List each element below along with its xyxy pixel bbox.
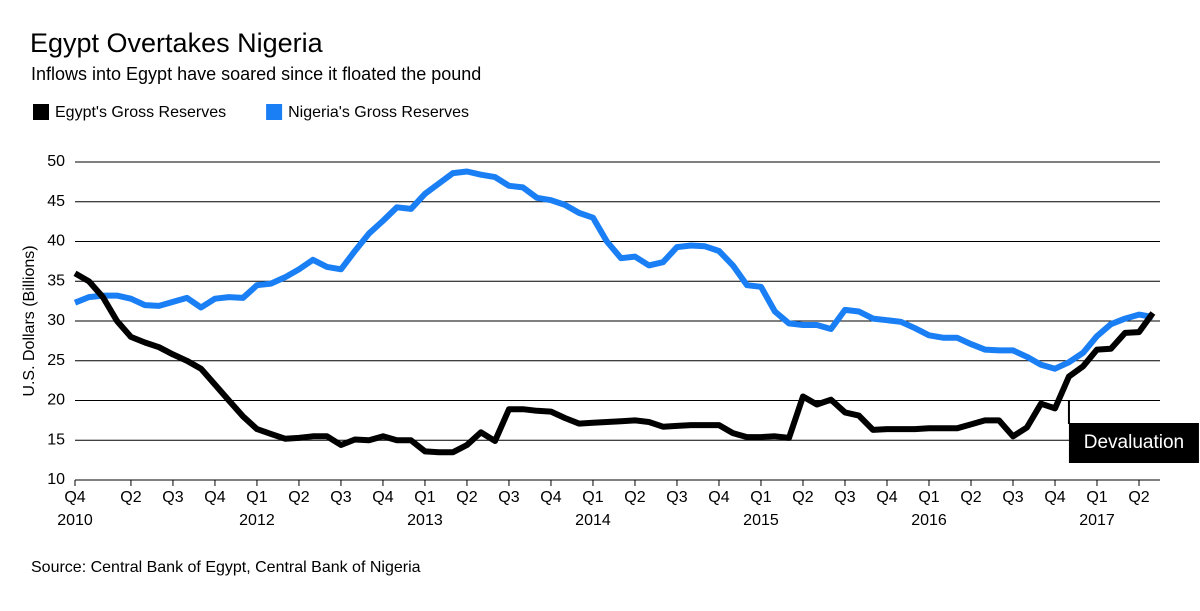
x-tick-label: Q3 — [162, 489, 183, 506]
x-tick-label: Q2 — [456, 489, 477, 506]
x-tick-label: Q1 — [246, 489, 267, 506]
x-tick-label: Q3 — [330, 489, 351, 506]
y-tick-label: 15 — [47, 431, 65, 448]
x-tick-label: Q1 — [582, 489, 603, 506]
x-tick-label: Q1 — [750, 489, 771, 506]
chart-subtitle: Inflows into Egypt have soared since it … — [31, 64, 481, 84]
annotation-box — [1068, 423, 1199, 463]
y-tick-label: 20 — [47, 392, 65, 409]
x-tick-label: Q3 — [498, 489, 519, 506]
x-tick-label: Q2 — [1128, 489, 1149, 506]
y-tick-label: 45 — [47, 193, 65, 210]
x-tick-label: Q4 — [708, 489, 729, 506]
x-tick-label: Q4 — [204, 489, 225, 506]
x-tick-label: Q2 — [120, 489, 141, 506]
y-tick-label: 50 — [47, 153, 65, 170]
x-tick-label: Q3 — [1002, 489, 1023, 506]
legend-swatch — [33, 104, 49, 120]
y-tick-label: 40 — [47, 233, 65, 250]
x-year-label: 2010 — [57, 512, 93, 529]
x-year-label: 2013 — [407, 512, 443, 529]
y-axis-label: U.S. Dollars (Billions) — [21, 245, 38, 396]
y-tick-label: 25 — [47, 352, 65, 369]
x-year-label: 2015 — [743, 512, 779, 529]
x-tick-label: Q4 — [876, 489, 897, 506]
x-tick-label: Q2 — [288, 489, 309, 506]
series-line — [73, 168, 1154, 372]
x-tick-label: Q2 — [792, 489, 813, 506]
annotation-label: Devaluation — [1084, 432, 1184, 453]
source-note: Source: Central Bank of Egypt, Central B… — [31, 559, 421, 576]
x-tick-label: Q3 — [834, 489, 855, 506]
series-line — [73, 270, 1156, 456]
x-tick-label: Q4 — [372, 489, 393, 506]
y-tick-label: 35 — [47, 272, 65, 289]
x-year-label: 2016 — [911, 512, 947, 529]
x-tick-label: Q3 — [666, 489, 687, 506]
y-tick-label: 30 — [47, 312, 65, 329]
x-tick-label: Q1 — [918, 489, 939, 506]
x-tick-label: Q4 — [540, 489, 561, 506]
x-tick-label: Q1 — [414, 489, 435, 506]
legend-swatch — [266, 104, 283, 120]
x-tick-label: Q1 — [1086, 489, 1107, 506]
x-tick-label: Q2 — [624, 489, 645, 506]
y-tick-label: 10 — [47, 471, 65, 488]
x-year-label: 2014 — [575, 512, 611, 529]
legend-label: Egypt's Gross Reserves — [55, 104, 226, 121]
x-tick-label: Q4 — [64, 489, 85, 506]
x-tick-label: Q4 — [1044, 489, 1065, 506]
legend-label: Nigeria's Gross Reserves — [288, 104, 469, 121]
x-year-label: 2012 — [239, 512, 275, 529]
x-year-label: 2017 — [1079, 512, 1115, 529]
chart-title: Egypt Overtakes Nigeria — [30, 28, 324, 58]
x-tick-label: Q2 — [960, 489, 981, 506]
